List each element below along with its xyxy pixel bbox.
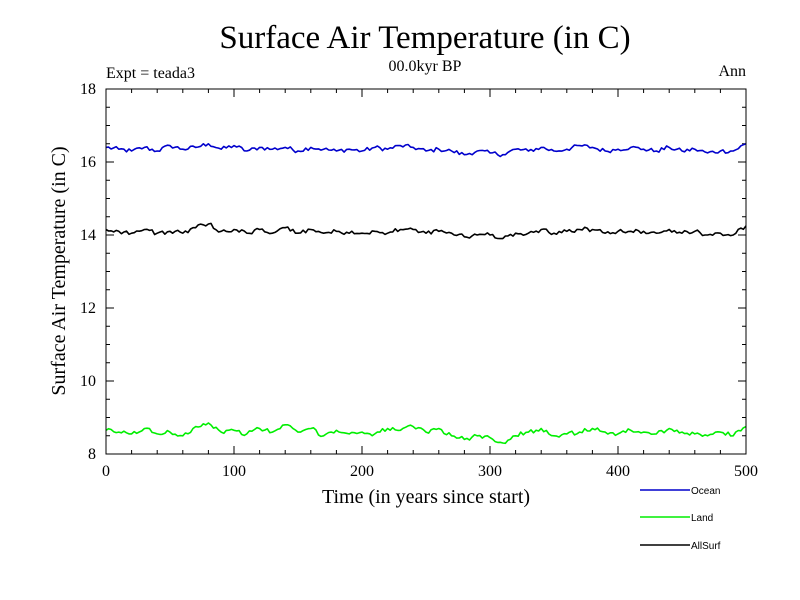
y-tick-label: 16 [80, 154, 96, 171]
y-tick-label: 8 [88, 446, 96, 463]
series-line-ocean [105, 143, 747, 158]
legend-label-allsurf: AllSurf [691, 541, 721, 552]
y-tick-label: 14 [80, 227, 96, 244]
x-tick-label: 400 [606, 463, 630, 480]
x-tick-label: 100 [222, 463, 246, 480]
chart-subtitle: 00.0kyr BP [389, 58, 462, 75]
legend-label-land: Land [691, 513, 713, 524]
x-tick-label: 300 [478, 463, 502, 480]
x-tick-label: 500 [734, 463, 758, 480]
chart-title: Surface Air Temperature (in C) [219, 20, 630, 56]
legend: Ocean Land AllSurf [640, 486, 721, 552]
x-tick-label: 0 [102, 463, 110, 480]
y-axis-label: Surface Air Temperature (in C) [48, 146, 70, 395]
y-tick-label: 10 [80, 373, 96, 390]
series-line-allsurf [105, 222, 747, 240]
series-lines [105, 143, 747, 445]
plot-frame [105, 88, 747, 455]
legend-label-ocean: Ocean [691, 486, 720, 497]
y-tick-label: 18 [80, 81, 96, 98]
y-tick-label: 12 [80, 300, 96, 317]
season-label: Ann [718, 63, 746, 80]
x-tick-label: 200 [350, 463, 374, 480]
experiment-label: Expt = teada3 [106, 65, 195, 82]
x-axis-label: Time (in years since start) [322, 486, 530, 508]
axis-ticks: 0 100 200 300 400 500 8 10 12 14 16 18 [80, 81, 758, 480]
series-line-land [105, 422, 747, 445]
